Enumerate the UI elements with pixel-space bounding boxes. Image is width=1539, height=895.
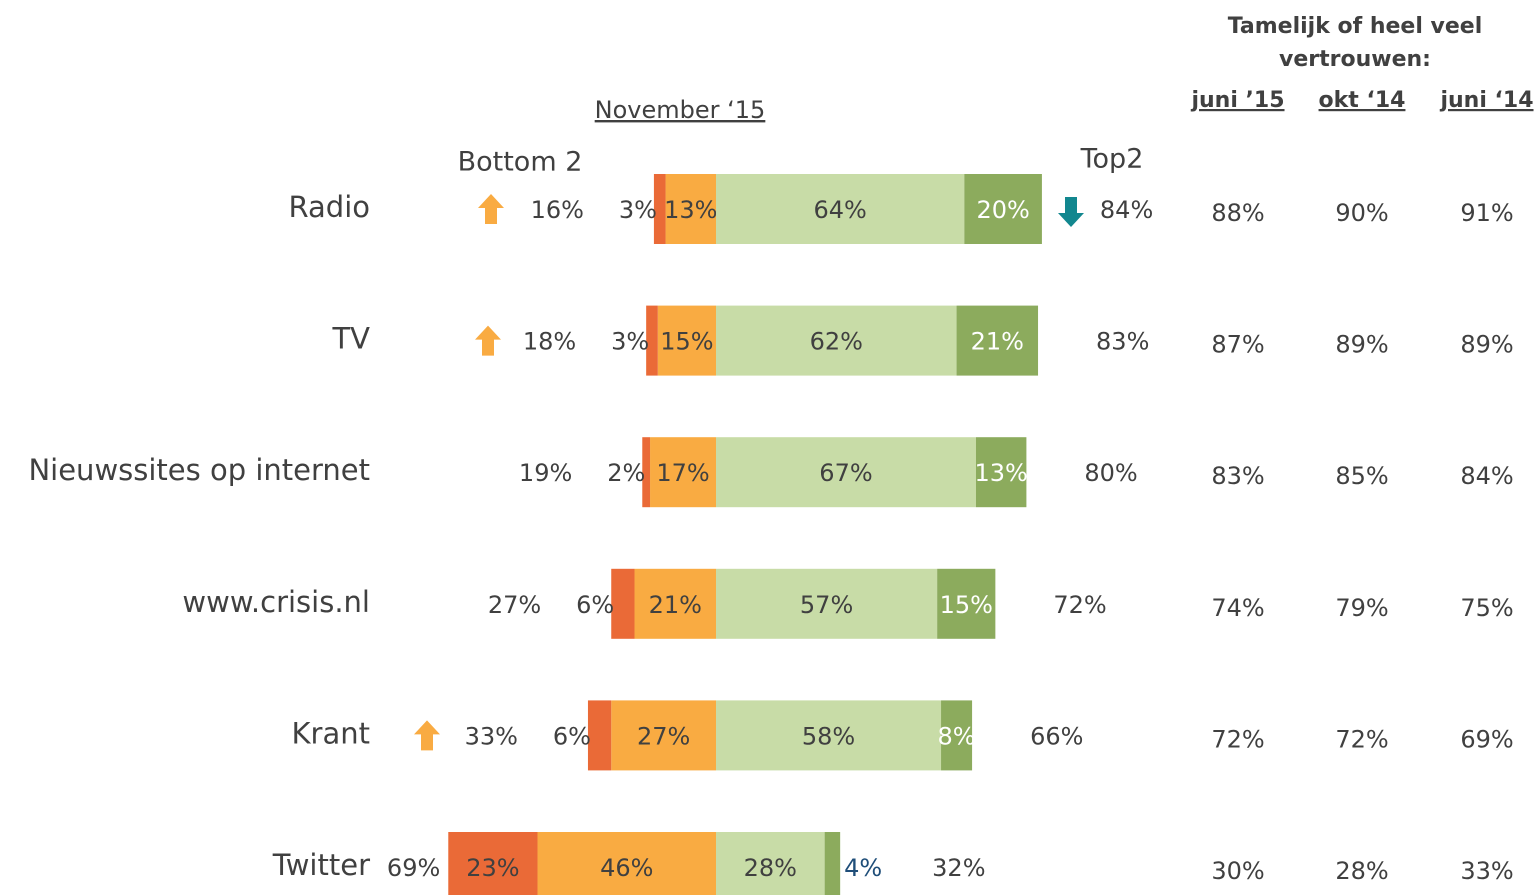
category-label: Nieuwssites op internet [28,453,370,487]
category-label: TV [331,322,370,356]
bar-segment [587,700,612,771]
comparison-value: 28% [1335,857,1388,885]
segment-label: 3% [619,196,657,224]
comparison-value: 91% [1460,199,1513,227]
bottom2-label: 27% [488,591,541,619]
segment-label: 27% [637,722,690,750]
comparison-value: 88% [1211,199,1264,227]
comparison-value: 30% [1211,857,1264,885]
comparison-value: 75% [1460,594,1513,622]
top2-label: 66% [1030,722,1083,750]
bar-segment [716,832,825,895]
comparison-value: 74% [1211,594,1264,622]
bar-segment [634,568,716,639]
top2-label: 32% [932,854,985,882]
comparison-value: 89% [1460,331,1513,359]
bar-segment [937,568,996,639]
trend-arrow [1058,197,1084,227]
bar-segment [941,700,973,771]
top2-label: 80% [1084,459,1137,487]
comparison-value: 87% [1211,331,1264,359]
segment-label: 15% [940,591,993,619]
segment-label: 23% [466,854,519,882]
bar-segment [650,437,716,508]
trend-arrow [475,325,501,356]
comparison-value: 84% [1460,462,1513,490]
bar-segment [537,832,716,895]
comparison-value: 33% [1460,857,1513,885]
segment-label: 28% [744,854,797,882]
bar-segment [642,437,651,508]
bar-segment [611,700,716,771]
segment-label: 57% [800,591,853,619]
segment-label: 62% [810,328,863,356]
bar-segment [716,700,942,771]
comparison-value: 83% [1211,462,1264,490]
comparison-value: 85% [1335,462,1388,490]
trend-arrow [478,194,504,224]
segment-label: 13% [664,196,717,224]
segment-label: 21% [971,328,1024,356]
segment-label: 46% [600,854,653,882]
segment-label: 20% [976,196,1029,224]
comparison-value: 89% [1335,331,1388,359]
segment-label: 13% [975,459,1028,487]
bar-segment [665,174,716,244]
segment-label: 6% [576,591,614,619]
segment-label: 4% [844,854,882,882]
segment-label: 64% [813,196,866,224]
bar-segment [716,305,957,376]
bottom2-label: 19% [519,459,572,487]
trend-arrow [414,720,440,751]
chart-subtitle: November ‘15 [595,96,766,124]
bar-segment [956,305,1039,376]
comparison-title: Tamelijk of heel veel vertrouwen: [1227,14,1483,72]
segment-label: 3% [611,328,649,356]
bottom2-title: Bottom 2 [458,147,583,178]
bar-segment [716,437,976,508]
bar-segment [975,437,1027,508]
bar-segment [653,174,666,244]
bottom2-label: 33% [465,722,518,750]
bar-segment [716,568,938,639]
comparison-value: 90% [1335,199,1388,227]
column-header: juni ‘14 [1439,88,1533,113]
segment-label: 21% [649,591,702,619]
segment-label: 17% [656,459,709,487]
top2-label: 84% [1100,196,1153,224]
top2-title: Top2 [1080,144,1144,175]
bottom2-label: 18% [523,328,576,356]
bar-segment [964,174,1042,244]
top2-label: 83% [1096,328,1149,356]
comparison-value: 72% [1335,725,1388,753]
segment-label: 6% [553,722,591,750]
bottom2-label: 69% [387,854,440,882]
column-header: juni ’15 [1190,88,1284,113]
category-label: Twitter [272,848,370,882]
bar-segment [657,305,716,376]
bar-segment [646,305,658,376]
bar-segment [448,832,538,895]
category-label: Krant [292,716,370,750]
bottom2-label: 16% [531,196,584,224]
bar-segment [611,568,635,639]
top2-label: 72% [1053,591,1106,619]
segment-label: 58% [802,722,855,750]
column-header: okt ‘14 [1319,88,1406,113]
segment-label: 8% [938,722,976,750]
category-label: Radio [289,190,371,224]
segment-label: 2% [607,459,645,487]
comparison-value: 79% [1335,594,1388,622]
bar-segment [824,832,841,895]
segment-label: 15% [660,328,713,356]
comparison-value: 69% [1460,725,1513,753]
category-label: www.crisis.nl [182,585,370,619]
segment-label: 67% [819,459,872,487]
comparison-value: 72% [1211,725,1264,753]
bar-segment [716,174,965,244]
